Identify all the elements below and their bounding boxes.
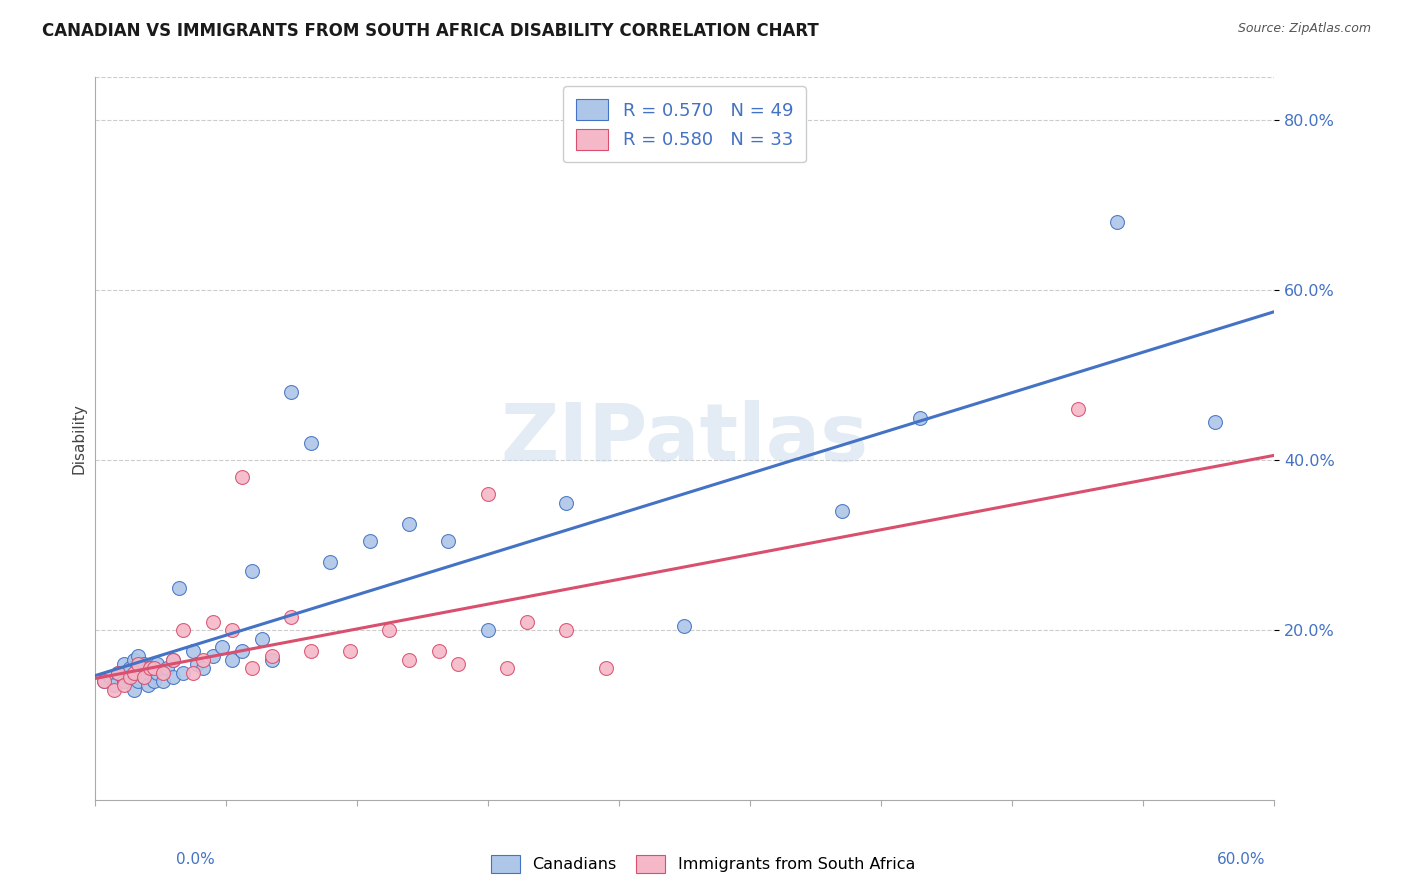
Point: [107, 665, 129, 680]
Y-axis label: Disability: Disability: [72, 403, 86, 475]
Point: [240, 661, 263, 675]
Point: [191, 661, 214, 675]
Point: [103, 678, 125, 692]
Point: [142, 674, 165, 689]
Point: [555, 623, 578, 637]
Point: [112, 657, 135, 671]
Point: [280, 384, 302, 399]
Point: [221, 623, 243, 637]
Point: [132, 657, 155, 671]
Point: [98, 670, 121, 684]
Point: [1066, 402, 1088, 417]
Point: [156, 661, 179, 675]
Point: [319, 555, 342, 569]
Point: [191, 653, 214, 667]
Point: [211, 640, 233, 654]
Point: [201, 648, 224, 663]
Point: [93, 674, 115, 689]
Point: [299, 436, 322, 450]
Point: [250, 632, 273, 646]
Point: [231, 470, 253, 484]
Point: [447, 657, 470, 671]
Point: [162, 653, 184, 667]
Text: 60.0%: 60.0%: [1218, 852, 1265, 867]
Point: [146, 657, 169, 671]
Point: [93, 674, 115, 689]
Point: [398, 653, 420, 667]
Point: [260, 653, 283, 667]
Point: [260, 648, 283, 663]
Point: [240, 564, 263, 578]
Point: [118, 661, 141, 675]
Point: [152, 665, 174, 680]
Point: [359, 533, 381, 548]
Point: [127, 657, 149, 671]
Point: [162, 653, 184, 667]
Point: [496, 661, 519, 675]
Point: [437, 533, 460, 548]
Text: CANADIAN VS IMMIGRANTS FROM SOUTH AFRICA DISABILITY CORRELATION CHART: CANADIAN VS IMMIGRANTS FROM SOUTH AFRICA…: [42, 22, 818, 40]
Point: [127, 648, 149, 663]
Point: [595, 661, 617, 675]
Point: [112, 678, 135, 692]
Point: [299, 644, 322, 658]
Point: [221, 653, 243, 667]
Point: [118, 670, 141, 684]
Point: [127, 674, 149, 689]
Point: [516, 615, 538, 629]
Point: [172, 665, 194, 680]
Point: [122, 665, 145, 680]
Point: [673, 619, 696, 633]
Point: [138, 661, 160, 675]
Point: [117, 670, 139, 684]
Point: [142, 661, 165, 675]
Point: [181, 665, 204, 680]
Point: [167, 581, 190, 595]
Point: [231, 644, 253, 658]
Point: [378, 623, 401, 637]
Point: [136, 661, 159, 675]
Legend: R = 0.570   N = 49, R = 0.580   N = 33: R = 0.570 N = 49, R = 0.580 N = 33: [562, 87, 806, 162]
Point: [152, 674, 174, 689]
Point: [477, 623, 499, 637]
Point: [122, 682, 145, 697]
Point: [112, 674, 135, 689]
Legend: Canadians, Immigrants from South Africa: Canadians, Immigrants from South Africa: [485, 848, 921, 880]
Point: [162, 670, 184, 684]
Point: [555, 495, 578, 509]
Point: [132, 670, 155, 684]
Point: [146, 665, 169, 680]
Text: 0.0%: 0.0%: [176, 852, 215, 867]
Point: [136, 678, 159, 692]
Point: [201, 615, 224, 629]
Point: [398, 516, 420, 531]
Point: [1204, 415, 1226, 429]
Text: Source: ZipAtlas.com: Source: ZipAtlas.com: [1237, 22, 1371, 36]
Point: [172, 623, 194, 637]
Point: [831, 504, 853, 518]
Point: [132, 670, 155, 684]
Point: [477, 487, 499, 501]
Point: [280, 610, 302, 624]
Point: [122, 653, 145, 667]
Point: [107, 665, 129, 680]
Text: ZIPatlas: ZIPatlas: [501, 400, 869, 478]
Point: [1105, 215, 1128, 229]
Point: [142, 661, 165, 675]
Point: [339, 644, 361, 658]
Point: [910, 410, 932, 425]
Point: [427, 644, 450, 658]
Point: [186, 657, 208, 671]
Point: [103, 682, 125, 697]
Point: [181, 644, 204, 658]
